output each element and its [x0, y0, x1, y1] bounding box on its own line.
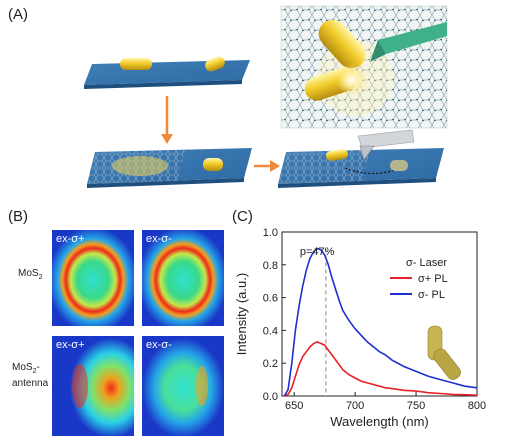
inset-render — [280, 5, 448, 129]
substrate-top — [84, 60, 250, 89]
pl-spectrum-chart: 650 700 750 800 0.0 0.2 0.4 0.6 0.8 1.0 Wavelengt… — [234, 227, 486, 429]
pl-map-label: ex-σ+ — [56, 233, 85, 245]
gold-rod-1 — [120, 58, 152, 70]
legend-entry: σ+ PL — [418, 273, 448, 285]
y-axis-label: Intensity (a.u.) — [234, 273, 249, 355]
substrate-bottom-left — [87, 148, 252, 188]
y-tick-label: 0.4 — [263, 325, 278, 337]
pl-map-tile — [52, 336, 134, 436]
right-arrow — [254, 160, 280, 172]
row-label-mos2: MoS2 — [18, 268, 43, 281]
y-tick-label: 1.0 — [263, 227, 278, 239]
y-tick-label: 0.8 — [263, 260, 278, 272]
polarization-annotation: p=47% — [300, 246, 335, 258]
pl-map-label: ex-σ+ — [56, 339, 85, 351]
y-tick-label: 0.0 — [263, 391, 278, 403]
gold-rod-2 — [205, 56, 225, 72]
bent-rod-icon — [427, 325, 461, 380]
panel-c-label: (C) — [232, 208, 253, 225]
panel-b-label: (B) — [8, 208, 28, 225]
x-tick-label: 700 — [346, 400, 364, 412]
pl-map-tile — [142, 230, 224, 326]
pl-map-tile — [52, 230, 134, 326]
y-tick-label: 0.6 — [263, 293, 278, 305]
plot-frame — [281, 231, 478, 397]
pl-map-label: ex-σ- — [146, 339, 172, 351]
plot-area: 650 700 750 800 0.0 0.2 0.4 0.6 0.8 1.0 — [263, 227, 486, 412]
down-arrow — [161, 96, 173, 144]
legend-entry: σ- PL — [418, 289, 445, 301]
afm-tip — [357, 129, 415, 161]
panel-a-label: (A) — [8, 6, 28, 23]
pl-map-tile — [142, 336, 224, 436]
y-tick-label: 0.2 — [263, 358, 278, 370]
x-tick-label: 800 — [468, 400, 486, 412]
series-line-1 — [283, 247, 478, 397]
x-axis-label: Wavelength (nm) — [330, 414, 429, 429]
x-tick-label: 750 — [407, 400, 425, 412]
pl-map-label: ex-σ- — [146, 233, 172, 245]
x-tick-label: 650 — [285, 400, 303, 412]
row-label-mos2-antenna: MoS2- antenna — [12, 362, 49, 389]
legend-title: σ- Laser — [406, 257, 447, 269]
series-line-0 — [284, 341, 478, 397]
pl-map-grid — [52, 230, 224, 436]
schematic-illustration — [84, 5, 448, 188]
substrate-bottom-right — [278, 148, 444, 188]
